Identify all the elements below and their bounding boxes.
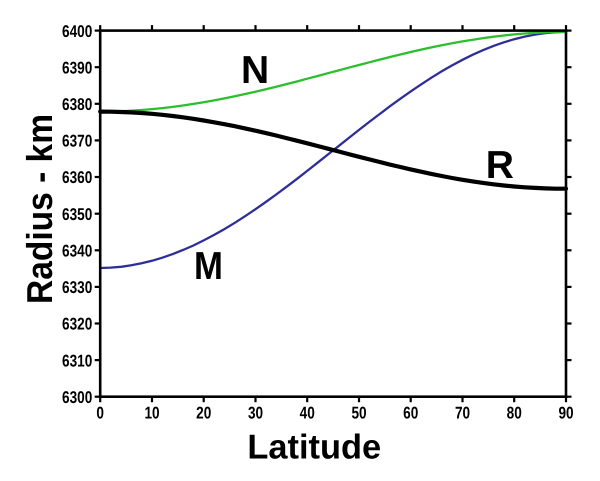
svg-text:6320: 6320 (62, 315, 92, 334)
svg-text:70: 70 (455, 403, 470, 422)
svg-text:6370: 6370 (62, 132, 92, 151)
svg-text:Radius - km: Radius - km (19, 114, 60, 304)
svg-text:M: M (194, 245, 223, 288)
svg-text:6330: 6330 (62, 278, 92, 297)
svg-text:50: 50 (351, 403, 366, 422)
svg-text:10: 10 (144, 403, 159, 422)
svg-text:6400: 6400 (62, 22, 92, 41)
svg-text:6340: 6340 (62, 242, 92, 261)
svg-text:6380: 6380 (62, 95, 92, 114)
svg-text:40: 40 (300, 403, 315, 422)
svg-text:Latitude: Latitude (247, 428, 381, 466)
svg-text:30: 30 (248, 403, 263, 422)
svg-text:6350: 6350 (62, 205, 92, 224)
svg-text:20: 20 (196, 403, 211, 422)
svg-text:R: R (486, 144, 514, 187)
svg-text:0: 0 (96, 403, 104, 422)
svg-text:N: N (241, 49, 269, 92)
svg-text:60: 60 (403, 403, 418, 422)
svg-text:6360: 6360 (62, 168, 92, 187)
svg-text:6300: 6300 (62, 388, 92, 407)
svg-text:6310: 6310 (62, 351, 92, 370)
svg-text:90: 90 (558, 403, 573, 422)
svg-text:6390: 6390 (62, 58, 92, 77)
svg-text:80: 80 (507, 403, 522, 422)
